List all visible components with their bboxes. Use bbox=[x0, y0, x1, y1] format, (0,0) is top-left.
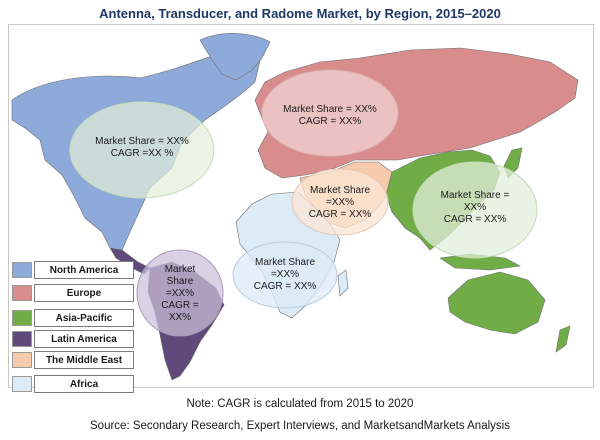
callout-africa: Market Share =XX% CAGR = XX% bbox=[253, 257, 317, 292]
legend-item-north-america: North America bbox=[12, 261, 134, 279]
legend-swatch bbox=[12, 352, 32, 368]
legend-label: Africa bbox=[34, 375, 134, 393]
callout-north-america: Market Share = XX% CAGR =XX % bbox=[95, 136, 189, 159]
legend-label: The Middle East bbox=[34, 351, 134, 369]
region-new-zealand bbox=[555, 325, 571, 353]
legend-item-europe: Europe bbox=[12, 284, 134, 302]
legend-item-africa: Africa bbox=[12, 375, 134, 393]
legend-swatch bbox=[12, 310, 32, 326]
callout-middle-east: Market Share =XX% CAGR = XX% bbox=[308, 185, 372, 220]
legend-label: Asia-Pacific bbox=[34, 309, 134, 327]
bubble-asia-pacific bbox=[412, 161, 538, 259]
legend-swatch bbox=[12, 376, 32, 392]
legend-label: North America bbox=[34, 261, 134, 279]
callout-latin-america: Market Share =XX% CAGR = XX% bbox=[161, 264, 199, 323]
legend-label: Europe bbox=[34, 284, 134, 302]
region-madagascar bbox=[337, 269, 349, 297]
bubble-latin-america bbox=[136, 249, 224, 337]
region-australia bbox=[447, 271, 546, 335]
callout-europe: Market Share = XX% CAGR = XX% bbox=[283, 104, 377, 127]
legend-item-middle-east: The Middle East bbox=[12, 351, 134, 369]
bubble-middle-east bbox=[291, 168, 389, 236]
legend-swatch bbox=[12, 285, 32, 301]
region-greenland bbox=[199, 33, 271, 81]
legend-swatch bbox=[12, 331, 32, 347]
legend-swatch bbox=[12, 262, 32, 278]
chart-title: Antenna, Transducer, and Radome Market, … bbox=[99, 6, 501, 21]
callout-asia-pacific: Market Share = XX% CAGR = XX% bbox=[440, 190, 510, 225]
bubble-africa bbox=[232, 241, 338, 309]
bubble-north-america bbox=[69, 101, 215, 199]
bubble-europe bbox=[261, 69, 399, 157]
footnote: Note: CAGR is calculated from 2015 to 20… bbox=[186, 398, 414, 410]
legend-label: Latin America bbox=[34, 330, 134, 348]
legend-item-latin-america: Latin America bbox=[12, 330, 134, 348]
source-line: Source: Secondary Research, Expert Inter… bbox=[90, 420, 510, 432]
legend-item-asia-pacific: Asia-Pacific bbox=[12, 309, 134, 327]
